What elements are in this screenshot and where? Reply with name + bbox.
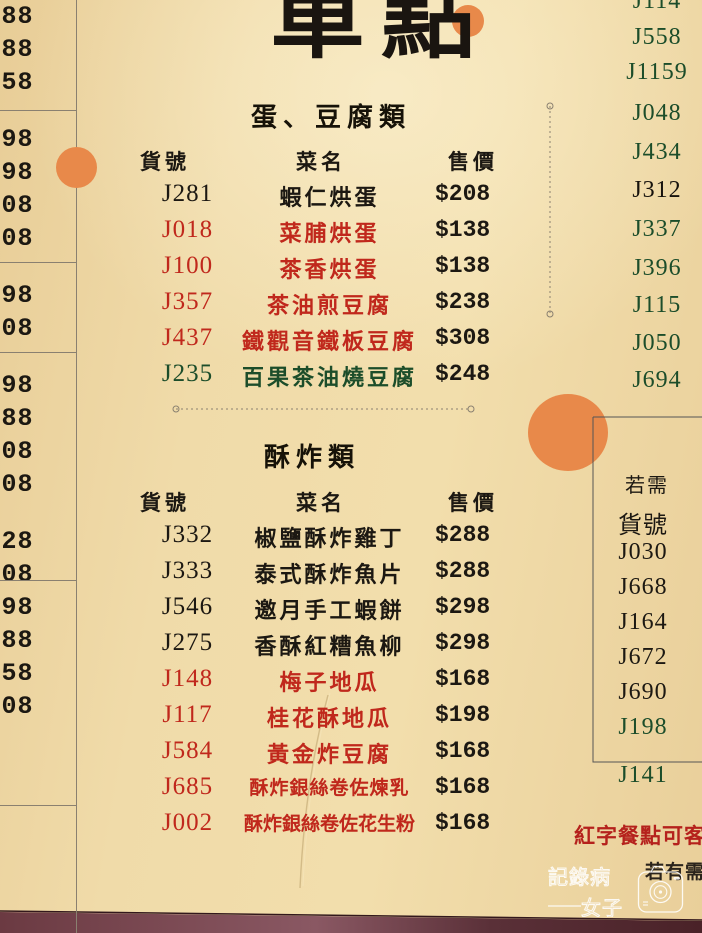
svg-text:女子: 女子 (581, 897, 623, 917)
svg-text:記錄病: 記錄病 (548, 866, 611, 889)
